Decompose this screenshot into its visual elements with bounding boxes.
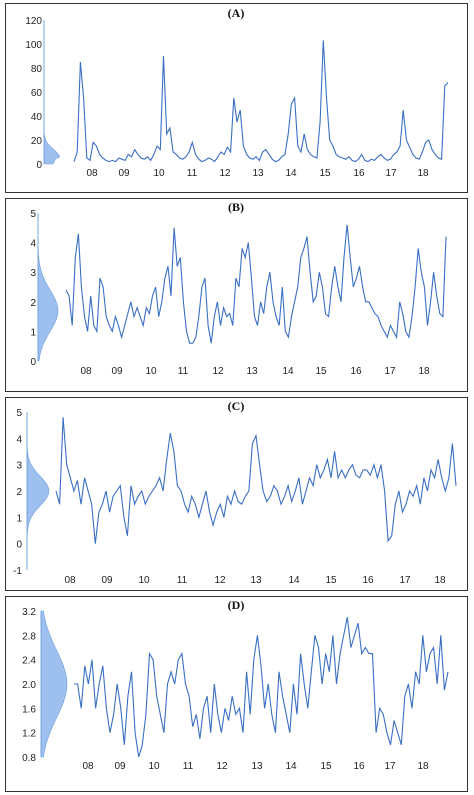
x-tick-label: 18	[418, 366, 430, 377]
x-tick-label: 17	[384, 761, 396, 772]
y-tick-label: 3	[30, 268, 36, 279]
y-tick-label: 0	[36, 160, 42, 171]
density-profile	[43, 20, 61, 165]
x-tick-label: 09	[114, 761, 126, 772]
chart-panel-d: (D) 0.8 1.2 1.6 2.0 2.4 2.8 3.2 08 09 10 11 12 13 14 15…	[5, 596, 468, 792]
x-tick-label: 15	[315, 366, 327, 377]
x-tick-label: 14	[288, 575, 300, 586]
y-tick-label: 120	[25, 16, 42, 27]
y-tick-label: -1	[13, 566, 22, 577]
x-tick-label: 09	[118, 168, 130, 179]
series-line	[55, 417, 457, 544]
series-line	[73, 40, 449, 163]
y-tick-label: 1	[16, 513, 22, 524]
x-tick-label: 08	[64, 575, 76, 586]
x-tick-label: 08	[80, 366, 92, 377]
x-tick-label: 12	[212, 366, 224, 377]
x-tick-label: 10	[153, 168, 165, 179]
x-tick-label: 13	[252, 168, 264, 179]
x-tick-label: 09	[111, 366, 123, 377]
y-tick-label: 40	[31, 112, 43, 123]
y-tick-label: 0.8	[22, 753, 36, 764]
x-tick-label: 12	[219, 168, 231, 179]
x-tick-label: 18	[417, 761, 429, 772]
y-tick-label: 4	[30, 239, 36, 250]
chart-panel-b: (B) 0 1 2 3 4 5 08 09 10 11 12 13 14 15 16 17 18	[5, 198, 468, 392]
y-tick-label: 0	[16, 540, 22, 551]
y-tick-label: 80	[31, 64, 43, 75]
x-tick-label: 11	[183, 761, 194, 772]
x-tick-label: 17	[399, 575, 411, 586]
x-tick-label: 14	[285, 761, 297, 772]
y-tick-label: 2	[30, 298, 36, 309]
x-tick-label: 12	[216, 761, 228, 772]
y-tick-label: 20	[31, 136, 43, 147]
x-tick-label: 09	[101, 575, 113, 586]
chart-a: (A) 0 20 40 60 80 100 120 08 09 10 11 12 13 14 15 16 17 18	[25, 6, 449, 179]
x-tick-label: 10	[138, 575, 150, 586]
chart-title: (B)	[228, 200, 244, 214]
density-profile	[37, 213, 59, 362]
x-tick-label: 17	[384, 366, 396, 377]
x-tick-label: 11	[178, 366, 189, 377]
y-tick-label: 1.2	[22, 729, 36, 740]
x-tick-label: 10	[148, 761, 160, 772]
density-profile	[26, 412, 50, 570]
x-tick-label: 08	[86, 168, 98, 179]
x-tick-label: 14	[282, 366, 294, 377]
x-tick-label: 16	[353, 761, 365, 772]
chart-title: (A)	[228, 6, 245, 20]
y-tick-label: 0	[30, 357, 36, 368]
chart-title: (D)	[228, 598, 245, 612]
x-tick-label: 08	[82, 761, 94, 772]
y-tick-label: 5	[30, 209, 36, 220]
x-tick-label: 13	[250, 575, 262, 586]
x-tick-label: 15	[320, 761, 332, 772]
y-tick-label: 1.6	[22, 704, 36, 715]
chart-d: (D) 0.8 1.2 1.6 2.0 2.4 2.8 3.2 08 09 10 11 12 13 14 15…	[22, 598, 449, 772]
x-tick-label: 13	[246, 366, 258, 377]
y-tick-label: 2.0	[22, 680, 36, 691]
series-line	[65, 224, 447, 344]
y-tick-label: 2.8	[22, 631, 36, 642]
series-line	[74, 616, 449, 758]
x-tick-label: 11	[177, 575, 188, 586]
x-tick-label: 18	[417, 168, 429, 179]
y-tick-label: 100	[25, 40, 42, 51]
x-tick-label: 12	[214, 575, 226, 586]
y-tick-label: 1	[30, 327, 36, 338]
x-tick-label: 16	[362, 575, 374, 586]
chart-panel-a: (A) 0 20 40 60 80 100 120 08 09 10 11 12 13 14 15 16 17 18	[5, 3, 468, 193]
y-tick-label: 5	[16, 408, 22, 419]
x-tick-label: 16	[353, 168, 365, 179]
x-tick-label: 13	[251, 761, 263, 772]
x-tick-label: 18	[434, 575, 446, 586]
x-tick-label: 15	[319, 168, 331, 179]
x-tick-label: 10	[145, 366, 157, 377]
x-tick-label: 11	[187, 168, 198, 179]
x-tick-label: 14	[285, 168, 297, 179]
chart-panel-c: (C) -1 0 1 2 3 4 5 08 09 10 11 12 13 14 15 16 17 18	[5, 397, 468, 591]
density-profile	[40, 610, 68, 758]
y-tick-label: 3	[16, 461, 22, 472]
x-tick-label: 16	[350, 366, 362, 377]
y-tick-label: 2.4	[22, 656, 36, 667]
x-tick-label: 15	[325, 575, 337, 586]
y-tick-label: 4	[16, 434, 22, 445]
x-tick-label: 17	[385, 168, 397, 179]
y-tick-label: 60	[31, 88, 43, 99]
chart-title: (C)	[228, 399, 245, 413]
y-tick-label: 3.2	[22, 607, 36, 618]
y-tick-label: 2	[16, 487, 22, 498]
